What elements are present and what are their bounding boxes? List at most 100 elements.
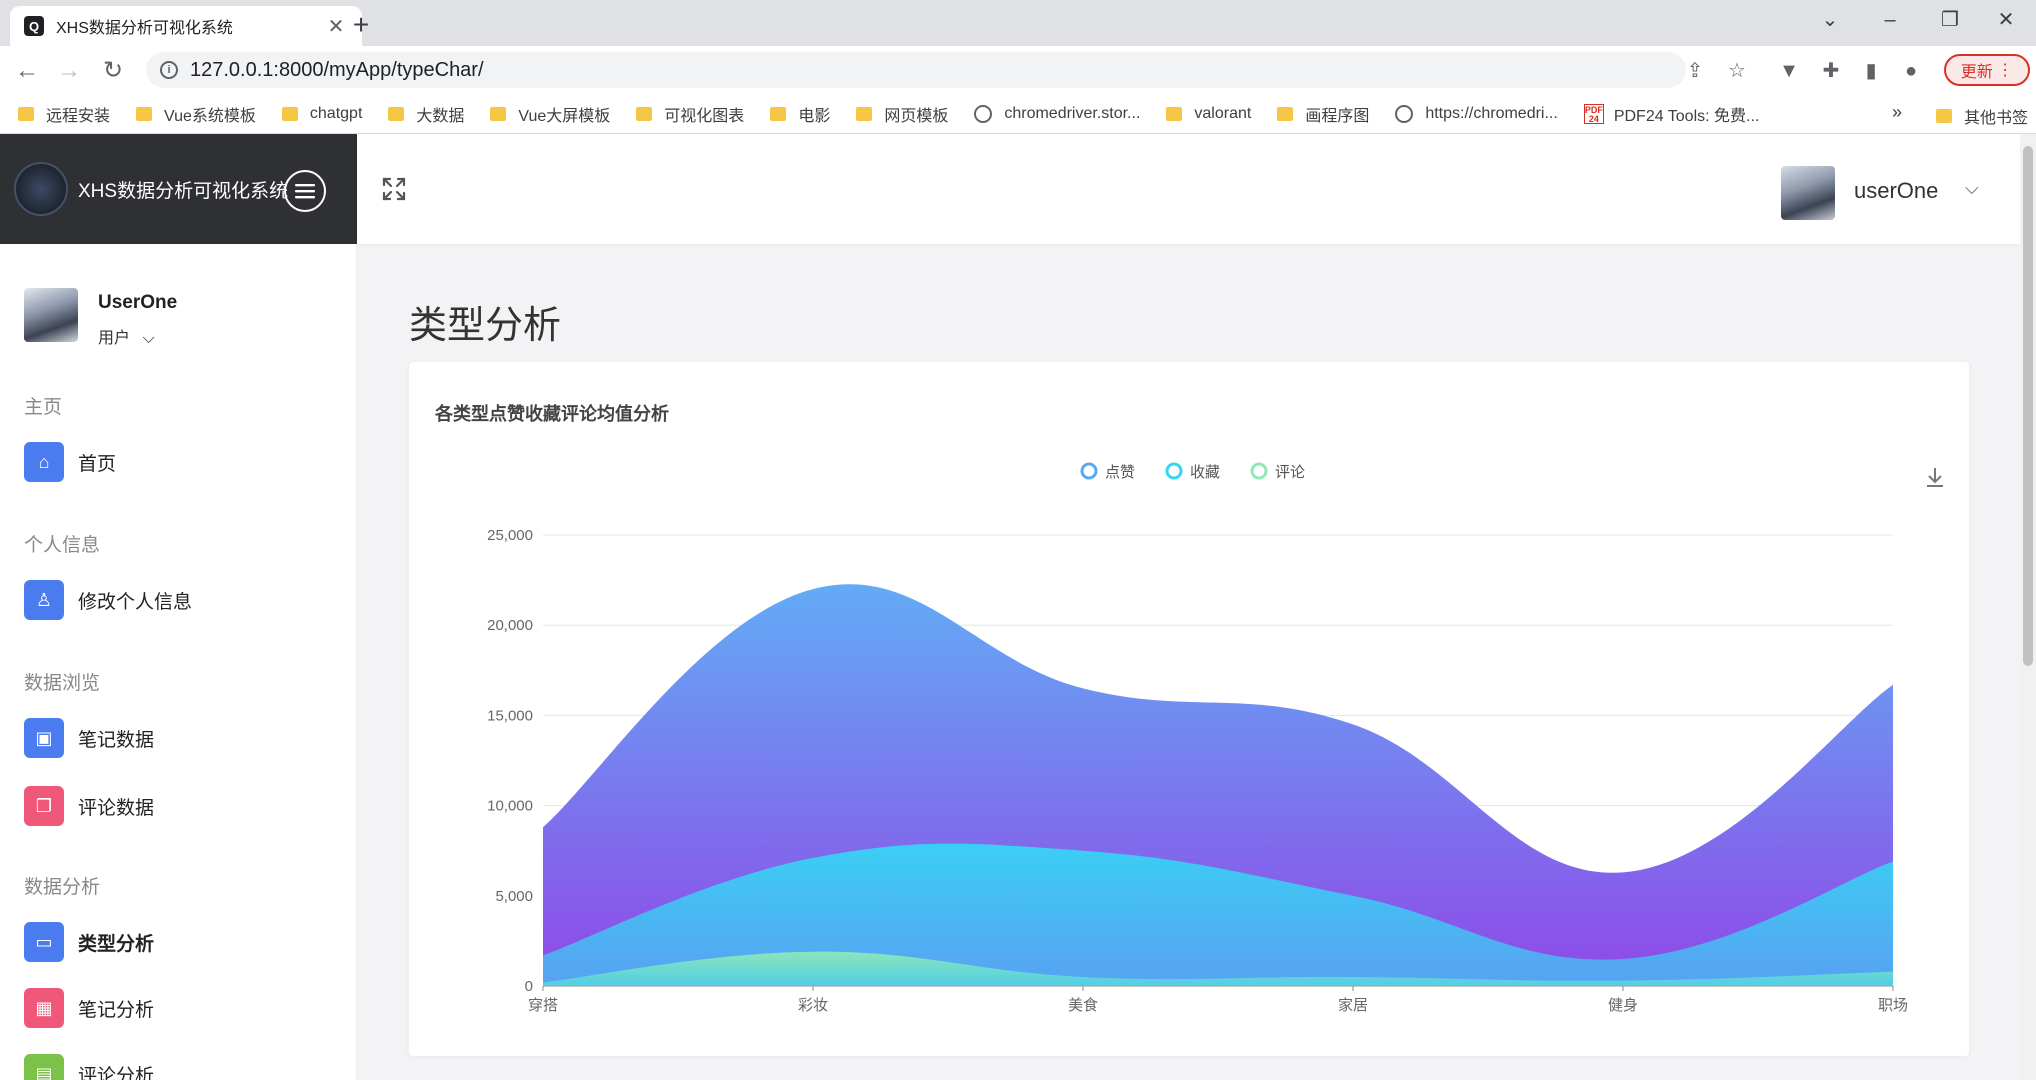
back-button[interactable]: ←	[15, 57, 39, 84]
legend-marker	[1165, 462, 1183, 480]
window-close-button[interactable]: ✕	[1997, 9, 2015, 31]
page-scrollbar[interactable]	[2020, 134, 2036, 1080]
avatar[interactable]	[1781, 166, 1835, 220]
share-icon[interactable]: ⇪	[1686, 60, 1704, 82]
y-tick-label: 15,000	[487, 707, 533, 724]
bookmark-item[interactable]: 画程序图	[1277, 102, 1369, 126]
bookmark-item[interactable]: Vue大屏模板	[490, 102, 610, 126]
bookmark-star-icon[interactable]: ☆	[1728, 60, 1746, 82]
legend-item[interactable]: 收藏	[1165, 462, 1220, 481]
sidebar-item-note-data[interactable]: ▣ 笔记数据	[24, 718, 154, 758]
bookmark-item[interactable]: 远程安装	[18, 102, 110, 126]
bookmark-item[interactable]: 大数据	[388, 102, 464, 126]
profile-name: UserOne	[98, 292, 178, 313]
folder-icon	[18, 106, 34, 121]
browser-toolbar: ← → ↻ i 127.0.0.1:8000/myApp/typeChar/ ⇪…	[0, 46, 2036, 94]
x-tick-label: 家居	[1338, 997, 1368, 1014]
globe-icon	[1395, 104, 1414, 123]
scrollbar-thumb[interactable]	[2023, 146, 2033, 666]
chevron-down-icon[interactable]: ⌵	[1965, 178, 1979, 198]
app-favicon-icon: Q	[24, 16, 44, 36]
fullscreen-icon[interactable]	[381, 176, 407, 202]
app-header: userOne ⌵	[357, 134, 2020, 244]
site-info-icon[interactable]: i	[160, 61, 178, 79]
bookmark-item[interactable]: Vue系统模板	[136, 102, 256, 126]
chart-icon: ▤	[24, 1054, 64, 1080]
sidepanel-icon[interactable]: ▮	[1865, 60, 1877, 82]
download-icon[interactable]	[1927, 468, 1943, 487]
folder-icon	[770, 106, 787, 121]
legend-label: 评论	[1275, 464, 1305, 481]
update-button[interactable]: 更新 ⋮	[1944, 54, 2030, 86]
pdf-icon: PDF 24	[1583, 103, 1604, 124]
globe-icon	[974, 104, 993, 123]
sidebar-item-home[interactable]: ⌂ 首页	[24, 442, 116, 482]
sidebar-item-note-analysis[interactable]: ▦ 笔记分析	[24, 988, 154, 1028]
minimize-button[interactable]: –	[1884, 9, 1896, 31]
extension-icon[interactable]: ▼	[1779, 60, 1799, 82]
sidebar-item-edit-profile[interactable]: ♙ 修改个人信息	[24, 580, 192, 620]
bookmark-item[interactable]: 电影	[770, 102, 830, 126]
page-title: 类型分析	[409, 305, 562, 347]
browser-tab[interactable]: Q XHS数据分析可视化系统 ✕	[10, 6, 362, 46]
legend-label: 收藏	[1190, 464, 1220, 481]
restore-button[interactable]: ❐	[1941, 9, 1959, 31]
profile-role-dropdown[interactable]: 用户 ⌵	[98, 330, 155, 347]
x-tick-label: 职场	[1878, 997, 1908, 1014]
area-chart: 0 5,000 10,000 15,000 20,000 25,000 穿搭 彩妆 美食 家居 健身…	[487, 462, 1943, 1014]
sidebar: UserOne 用户 ⌵ 主页 ⌂ 首页 个人信息 ♙ 修改个人信息 数据浏览 …	[0, 244, 357, 1080]
bookmarks-bar: 远程安装 Vue系统模板 chatgpt 大数据 Vue大屏模板 可视化图表 电…	[0, 94, 2036, 134]
y-tick-label: 5,000	[495, 888, 533, 905]
bookmark-item[interactable]: chromedriver.stor...	[974, 104, 1140, 123]
chevron-down-icon: ⌵	[142, 330, 155, 347]
profile-icon[interactable]: ●	[1904, 60, 1918, 82]
update-label: 更新	[1960, 64, 1993, 81]
bookmark-item[interactable]: 网页模板	[856, 102, 948, 126]
bookmark-item[interactable]: valorant	[1166, 105, 1251, 123]
sidebar-item-type-analysis[interactable]: ▭ 类型分析	[24, 922, 154, 962]
folder-icon	[1936, 109, 1952, 123]
legend-item[interactable]: 评论	[1250, 462, 1305, 481]
puzzle-icon[interactable]: ✚	[1822, 60, 1840, 82]
legend-label: 点赞	[1105, 464, 1135, 481]
brand-title: XHS数据分析可视化系统	[78, 180, 289, 202]
legend-marker	[1250, 462, 1268, 480]
bookmarks-overflow-button[interactable]: »	[1892, 102, 1903, 122]
other-bookmarks[interactable]: 其他书签	[1936, 104, 2028, 128]
reload-button[interactable]: ↻	[102, 57, 124, 84]
folder-icon	[1166, 106, 1183, 121]
hamburger-icon	[295, 184, 315, 199]
sidebar-item-comment-data[interactable]: ❐ 评论数据	[24, 786, 154, 826]
forward-button[interactable]: →	[57, 57, 81, 84]
area-series-2[interactable]	[543, 951, 1893, 986]
sidebar-item-comment-analysis[interactable]: ▤ 评论分析	[24, 1054, 154, 1080]
bookmark-item[interactable]: chatgpt	[281, 105, 362, 123]
tab-search-chevron-icon[interactable]: ⌄	[1821, 9, 1839, 31]
avatar	[24, 288, 78, 342]
note-icon: ▣	[24, 718, 64, 758]
y-tick-label: 10,000	[487, 798, 533, 815]
section-home: 主页	[24, 397, 63, 418]
address-bar[interactable]: i 127.0.0.1:8000/myApp/typeChar/	[146, 52, 1686, 88]
bookmark-item[interactable]: 可视化图表	[636, 102, 744, 126]
user-icon: ♙	[24, 580, 64, 620]
section-browse: 数据浏览	[24, 673, 101, 694]
area-series-1[interactable]	[543, 843, 1893, 986]
legend-item[interactable]: 点赞	[1080, 462, 1135, 481]
tab-close-icon[interactable]: ✕	[327, 15, 345, 38]
y-tick-label: 25,000	[487, 527, 533, 544]
section-analysis: 数据分析	[24, 877, 101, 898]
folder-icon	[136, 106, 153, 121]
legend-marker	[1080, 462, 1098, 480]
new-tab-button[interactable]: +	[352, 9, 370, 40]
menu-toggle-button[interactable]	[284, 170, 326, 212]
calendar-icon: ▦	[24, 988, 64, 1028]
folder-icon	[1277, 106, 1294, 121]
brand-bar: XHS数据分析可视化系统	[0, 134, 357, 244]
chart-card-title: 各类型点赞收藏评论均值分析	[435, 404, 669, 424]
header-username[interactable]: userOne	[1854, 178, 1939, 203]
folder-icon	[490, 106, 507, 121]
bookmark-item[interactable]: https://chromedri...	[1395, 104, 1558, 123]
home-icon: ⌂	[24, 442, 64, 482]
bookmark-item[interactable]: PDF 24 PDF24 Tools: 免费...	[1583, 103, 1760, 125]
